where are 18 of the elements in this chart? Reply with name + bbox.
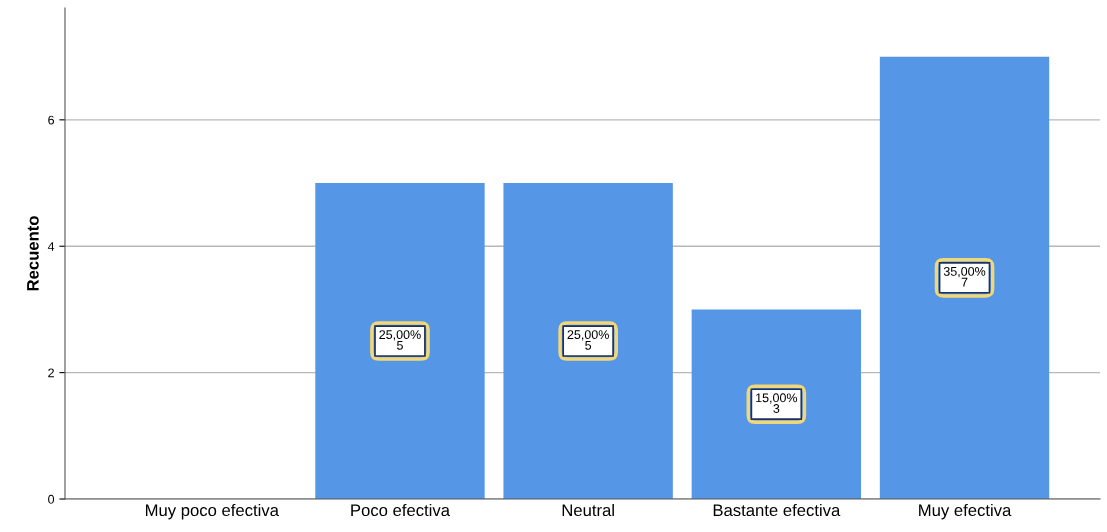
data-label: 25,00% 5 [379,330,421,350]
y-tick-label: 2 [48,368,54,378]
x-tick-label: Muy poco efectiva [145,503,279,520]
bar [315,183,485,500]
x-tick-label: Bastante efectiva [713,503,841,517]
x-tick-label: Poco efectiva [351,503,450,517]
y-axis-title: Recuento [27,216,39,291]
x-tick-label: Neutral [562,503,614,517]
y-tick-label: 4 [47,242,55,251]
x-tick-label: Muy efectiva [919,503,1012,520]
data-label: 25,00% 5 [567,330,609,350]
y-tick-label: 0 [48,494,55,504]
data-label: 35,00% 7 [943,266,986,287]
data-label: 15,00% 3 [756,393,798,413]
bar [879,56,1050,500]
y-tick-label: 6 [48,115,55,125]
bar [503,183,673,500]
bar [691,309,862,500]
